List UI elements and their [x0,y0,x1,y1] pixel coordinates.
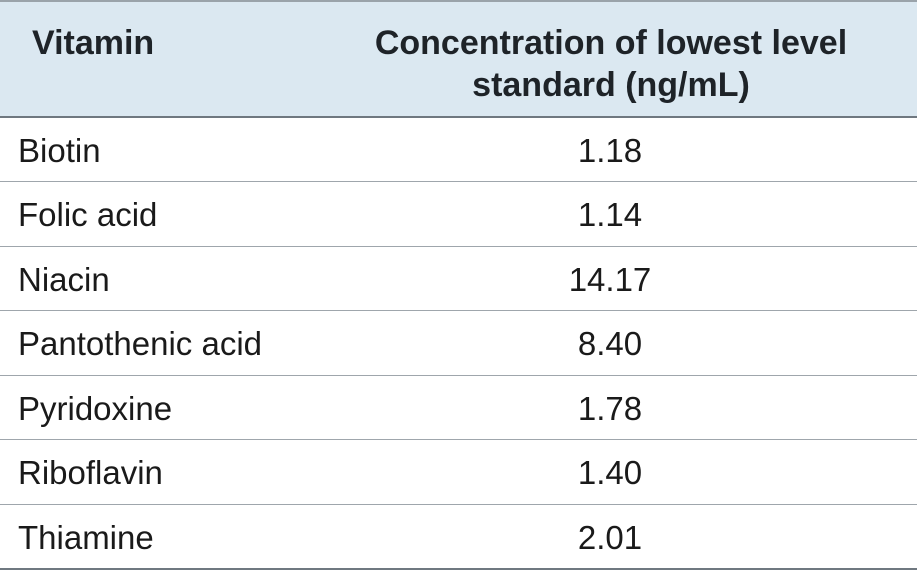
concentration-value-cell: 2.01 [330,504,917,570]
table-row: Pyridoxine 1.78 [0,375,917,440]
table-row: Thiamine 2.01 [0,504,917,570]
concentration-value-cell: 8.40 [330,310,917,376]
concentration-value-cell: 1.14 [330,181,917,247]
concentration-value-cell: 1.40 [330,439,917,505]
table-row: Riboflavin 1.40 [0,439,917,505]
table-row: Pantothenic acid 8.40 [0,310,917,376]
vitamin-name-cell: Niacin [0,246,330,311]
table-header: Vitamin Concentration of lowest level st… [0,0,917,118]
concentration-value-cell: 1.78 [330,375,917,440]
vitamin-name-cell: Pantothenic acid [0,310,330,376]
table-row: Folic acid 1.14 [0,181,917,247]
vitamin-name-cell: Thiamine [0,504,330,570]
concentration-value-cell: 1.18 [330,117,917,182]
header-row: Vitamin Concentration of lowest level st… [0,0,917,118]
column-header-concentration: Concentration of lowest level standard (… [330,0,917,118]
vitamin-name-cell: Pyridoxine [0,375,330,440]
table-body: Biotin 1.18 Folic acid 1.14 Niacin 14.17… [0,117,917,570]
vitamin-name-cell: Biotin [0,117,330,182]
vitamin-name-cell: Folic acid [0,181,330,247]
table-row: Biotin 1.18 [0,117,917,182]
vitamin-name-cell: Riboflavin [0,439,330,505]
column-header-vitamin: Vitamin [0,0,330,118]
concentration-value-cell: 14.17 [330,246,917,311]
table-row: Niacin 14.17 [0,246,917,311]
